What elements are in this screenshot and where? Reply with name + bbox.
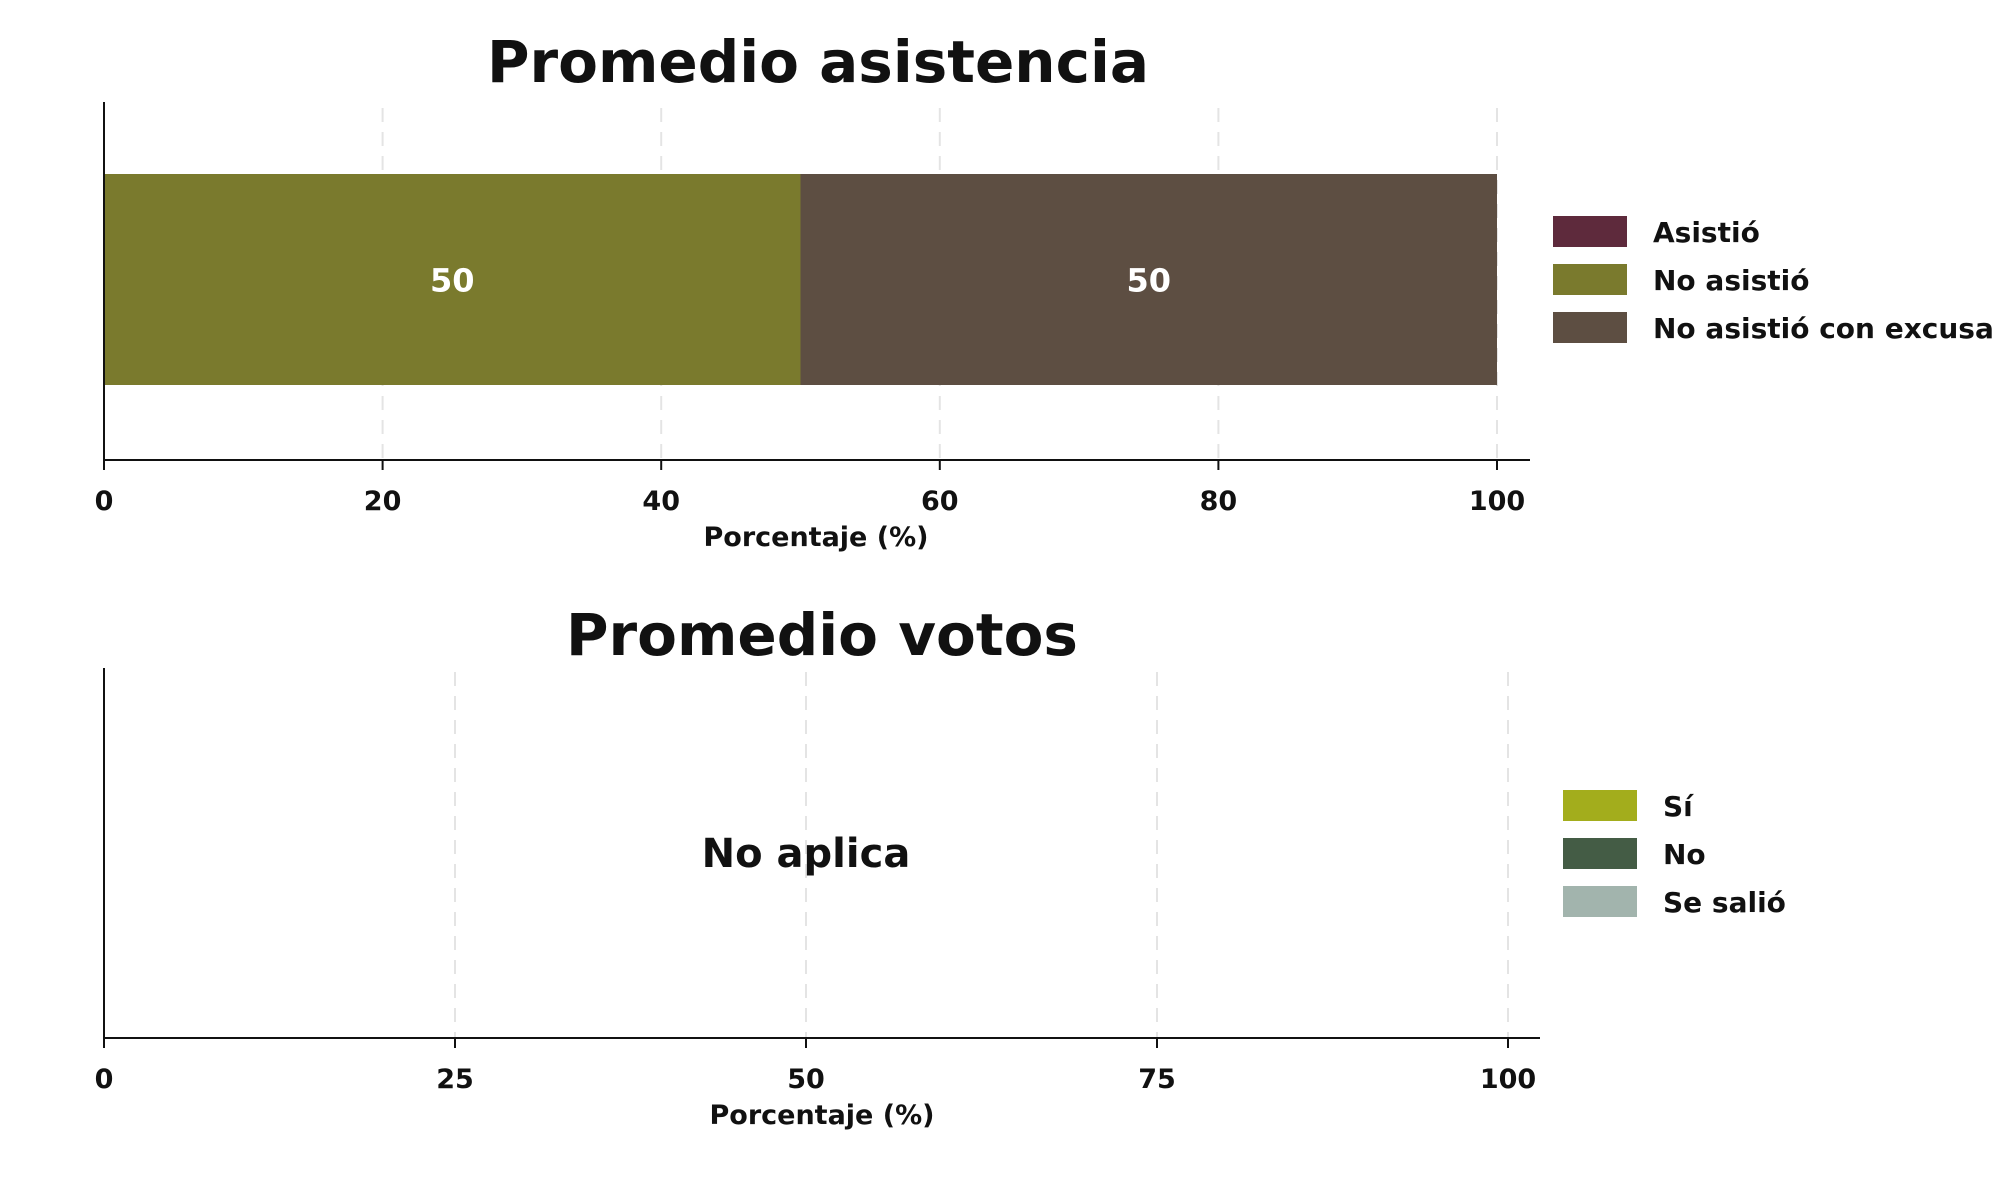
attendance-tick-label: 0 xyxy=(95,486,114,517)
attendance-legend-swatch xyxy=(1553,312,1627,343)
attendance-bar-segment xyxy=(800,174,1497,385)
votes-x-ticks: 0 25 50 75 100 xyxy=(95,1038,1536,1095)
attendance-bars: 50 50 xyxy=(104,174,1497,385)
attendance-bar-value-label: 50 xyxy=(1126,262,1171,300)
attendance-tick-label: 80 xyxy=(1200,486,1238,517)
attendance-x-axis-label: Porcentaje (%) xyxy=(703,522,928,553)
attendance-legend-label: Asistió xyxy=(1653,216,1760,249)
attendance-legend-label: No asistió xyxy=(1653,264,1809,297)
attendance-bar-value-label: 50 xyxy=(430,262,475,300)
attendance-chart-title: Promedio asistencia xyxy=(487,28,1149,96)
attendance-tick-label: 40 xyxy=(642,486,680,517)
votes-tick-label: 50 xyxy=(787,1064,825,1095)
votes-legend-swatch xyxy=(1563,886,1637,917)
attendance-legend-label: No asistió con excusa xyxy=(1653,312,1994,345)
votes-legend-label: Sí xyxy=(1663,790,1694,823)
attendance-bar-segment xyxy=(104,174,801,385)
attendance-tick-label: 20 xyxy=(364,486,402,517)
votes-legend-label: No xyxy=(1663,838,1706,871)
attendance-x-ticks: 0 20 40 60 80 100 xyxy=(95,460,1525,517)
votes-legend: Sí No Se salió xyxy=(1563,790,1786,919)
votes-gridlines xyxy=(454,672,1509,1038)
votes-tick-label: 25 xyxy=(436,1064,474,1095)
attendance-chart: Promedio asistencia 50 50 0 20 40 60 80 100 Po… xyxy=(95,28,1994,553)
attendance-legend: Asistió No asistió No asistió con excusa xyxy=(1553,216,1994,345)
attendance-legend-swatch xyxy=(1553,264,1627,295)
votes-tick-label: 100 xyxy=(1480,1064,1536,1095)
votes-chart-title: Promedio votos xyxy=(566,601,1078,669)
attendance-tick-label: 60 xyxy=(921,486,959,517)
votes-tick-label: 75 xyxy=(1138,1064,1176,1095)
votes-x-axis-label: Porcentaje (%) xyxy=(709,1100,934,1131)
votes-legend-label: Se salió xyxy=(1663,886,1786,919)
votes-not-applicable-note: No aplica xyxy=(702,831,911,877)
votes-legend-swatch xyxy=(1563,838,1637,869)
votes-legend-swatch xyxy=(1563,790,1637,821)
votes-tick-label: 0 xyxy=(95,1064,114,1095)
attendance-tick-label: 100 xyxy=(1469,486,1525,517)
votes-chart: Promedio votos No aplica 0 25 50 75 100 Porc… xyxy=(95,601,1786,1131)
attendance-legend-swatch xyxy=(1553,216,1627,247)
